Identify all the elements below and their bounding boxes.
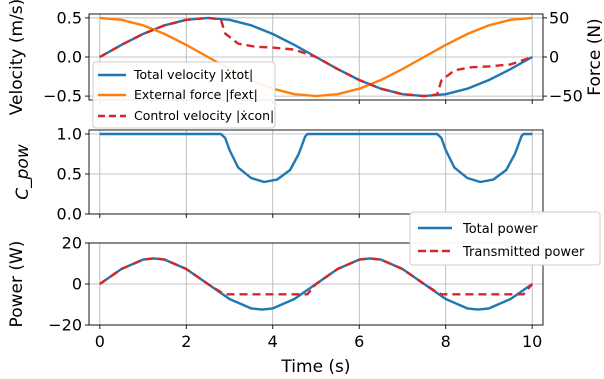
y-tick-label: 0.5 xyxy=(57,165,82,184)
legend-label-transmitted-power: Transmitted power xyxy=(462,245,585,260)
y2-tick-label: 0 xyxy=(549,48,559,67)
y-tick-label: 0.0 xyxy=(57,205,82,224)
legend-label-total-velocity: Total velocity |ẋtot| xyxy=(133,67,253,82)
y-tick-label: 0.5 xyxy=(57,8,82,27)
cpow-axis-label: C_pow xyxy=(13,144,33,200)
y-tick-label: 0.0 xyxy=(57,48,82,67)
cpow-panel: 1.0 0.5 0.0 C_pow xyxy=(13,125,544,224)
x-tick-label: 6 xyxy=(354,332,364,351)
x-tick-label: 0 xyxy=(95,332,105,351)
y-tick-label: 0 xyxy=(72,275,82,294)
x-tick-label: 8 xyxy=(441,332,451,351)
y-tick-label: −0.5 xyxy=(43,87,82,106)
x-tick-label: 10 xyxy=(522,332,542,351)
legend-label-external-force: External force |fext| xyxy=(134,87,258,102)
x-tick-label: 4 xyxy=(268,332,278,351)
cpow-plot-frame xyxy=(88,129,544,215)
series-line-0-2 xyxy=(99,16,533,98)
velocity-axis-label: Velocity (m/s) xyxy=(7,0,27,115)
legend-label-control-velocity: Control velocity |ẋcon| xyxy=(134,108,274,123)
velocity-legend: Total velocity |ẋtot| External force |f… xyxy=(92,61,276,129)
series-line-1-0 xyxy=(99,132,533,184)
y-tick-label: 20 xyxy=(62,234,82,253)
power-legend-box xyxy=(409,211,601,266)
power-legend: Total power Transmitted power xyxy=(409,211,601,266)
y-tick-label: 1.0 xyxy=(57,125,82,144)
legend-label-total-power: Total power xyxy=(462,222,538,237)
x-tick-label: 2 xyxy=(181,332,191,351)
force-axis-label: Force (N) xyxy=(585,18,604,95)
velocity-panel: 0.5 0.0 −0.5 50 0 −50 Velocity (m/s) Force (N… xyxy=(7,0,604,129)
series-line-0-1 xyxy=(99,16,533,98)
y2-tick-label: 50 xyxy=(549,8,569,27)
y2-tick-label: −50 xyxy=(549,87,583,106)
y-tick-label: −20 xyxy=(48,316,82,335)
power-panel: 0 2 4 6 8 10 20 0 −20 Power (W) Time (s) Total p… xyxy=(7,211,601,377)
velocity-legend-box xyxy=(92,61,276,129)
time-axis-label: Time (s) xyxy=(280,357,350,377)
series-line-2-1 xyxy=(99,257,534,296)
power-axis-label: Power (W) xyxy=(7,241,27,328)
